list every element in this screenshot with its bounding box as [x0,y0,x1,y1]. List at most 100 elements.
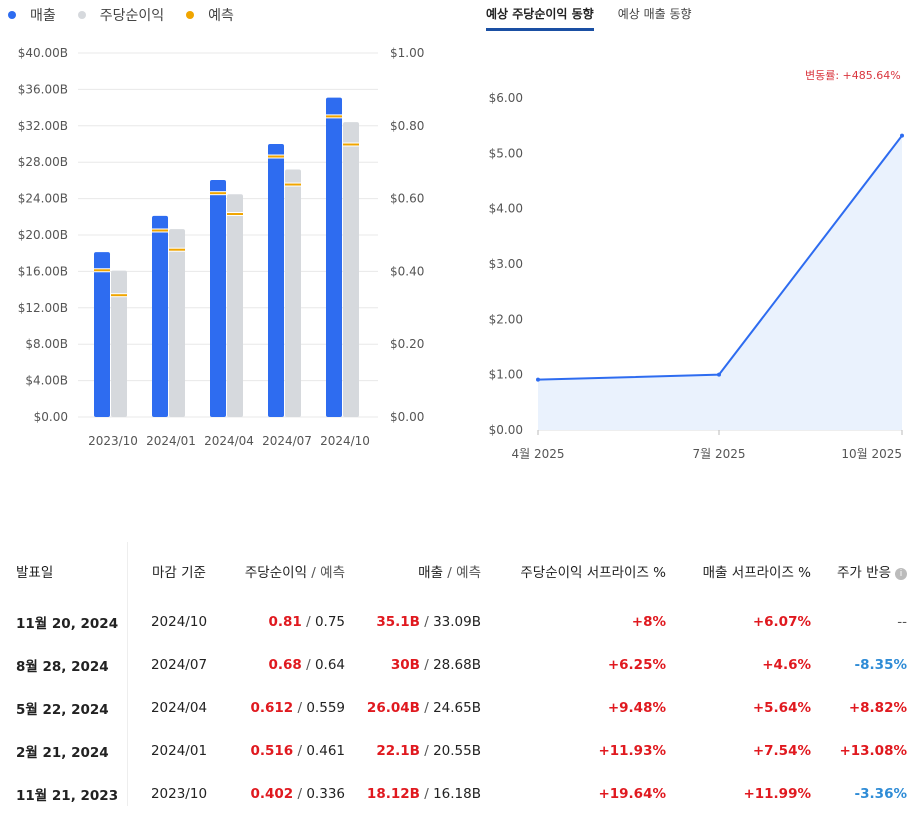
row-date: 11월 21, 2023 [16,787,119,804]
row-revenue: 30B / 28.68B [352,643,489,686]
row-rev-forecast: 16.18B [433,785,481,802]
header-price-label: 주가 반응 [837,565,891,581]
eps-bar [285,169,301,417]
revenue-bar [326,97,342,417]
row-eps-actual: 0.516 [250,742,294,759]
revenue-bar [210,180,226,417]
legend-eps-label: 주당순이익 [99,8,165,24]
x-axis-tick: 10월 2025 [841,447,902,461]
row-revenue: 35.1B / 33.09B [352,600,489,643]
row-date: 2월 21, 2024 [16,744,109,761]
header-period[interactable]: 마감 기준 [152,565,206,581]
x-axis-tick: 2024/01 [146,434,196,448]
eps-bar [343,122,359,417]
row-sep: / [306,656,311,673]
x-axis-tick: 2024/04 [204,434,254,448]
header-date[interactable]: 발표일 [16,565,54,581]
y-axis-tick: $6.00 [489,91,523,105]
row-period: 2024/04 [150,699,208,716]
x-axis-tick: 2024/07 [262,434,312,448]
right-axis-tick: $0.40 [390,264,424,278]
row-date: 11월 20, 2024 [16,615,119,632]
row-eps: 0.68 / 0.64 [229,643,352,686]
forecast-tabs: 예상 주당순이익 동향 예상 매출 동향 [486,5,716,31]
row-eps-actual: 0.612 [250,699,294,716]
table-row: 2월 21, 2024 2024/01 0.516 / 0.461 22.1B … [0,729,921,772]
right-axis-tick: $0.80 [390,119,424,133]
row-revenue-surprise: +11.99% [743,785,811,802]
eps-forecast-marker [111,294,127,297]
y-axis-tick: $4.00 [489,202,523,216]
eps-forecast-marker [227,213,243,216]
header-eps[interactable]: 주당순이익 / 예측 [229,542,352,600]
header-revenue[interactable]: 매출 / 예측 [352,542,489,600]
table-row: 11월 20, 2024 2024/10 0.81 / 0.75 35.1B /… [0,600,921,643]
revenue-forecast-marker [94,269,110,272]
row-revenue: 26.04B / 24.65B [352,686,489,729]
row-period: 2024/07 [150,656,208,673]
legend-revenue-label: 매출 [30,8,56,24]
row-eps-surprise: +11.93% [598,742,666,759]
row-price-reaction: -3.36% [854,785,907,802]
right-axis-tick: $0.00 [390,410,424,424]
row-sep: / [424,656,429,673]
header-price-reaction[interactable]: 주가 반응 i [819,542,921,600]
row-rev-actual: 22.1B [376,742,420,759]
info-icon[interactable]: i [895,568,907,580]
row-rev-forecast: 20.55B [433,742,481,759]
legend-forecast[interactable]: 예측 [186,5,234,25]
left-axis-tick: $40.00B [18,46,68,60]
row-eps-surprise: +9.48% [607,699,666,716]
row-sep: / [297,785,303,802]
row-sep: / [424,613,429,630]
legend-revenue[interactable]: 매출 [8,5,56,25]
left-axis-tick: $8.00B [25,337,68,351]
left-axis-tick: $24.00B [18,192,68,206]
header-eps-actual: 주당순이익 [244,565,307,581]
table-row: 11월 21, 2023 2023/10 0.402 / 0.336 18.12… [0,772,921,815]
revenue-bar [94,252,110,417]
forecast-point [536,377,540,382]
row-eps-surprise: +8% [631,613,666,630]
y-axis-tick: $5.00 [489,146,523,160]
eps-forecast-marker [169,248,185,251]
row-eps: 0.516 / 0.461 [229,729,352,772]
tab-revenue-forecast[interactable]: 예상 매출 동향 [617,7,692,21]
forecast-dot-icon [186,11,195,19]
header-revenue-surprise[interactable]: 매출 서프라이즈 % [702,565,811,581]
eps-forecast-marker [343,143,359,146]
header-eps-surprise[interactable]: 주당순이익 서프라이즈 % [520,565,666,581]
row-sep: / [297,742,303,759]
row-rev-forecast: 33.09B [433,613,481,630]
chart-legend: 매출 주당순이익 예측 [8,5,256,25]
eps-forecast-area-chart: $0.00 $1.00 $2.00 $3.00 $4.00 $5.00 $6.00 4월 20… [489,91,904,461]
row-period: 2024/10 [150,613,208,630]
row-sep: / [306,613,311,630]
row-eps-actual: 0.68 [268,656,302,673]
header-sep: / [447,565,452,581]
revenue-bar [268,144,284,417]
header-sep: / [311,565,316,581]
eps-bar [227,194,243,417]
tab-eps-forecast[interactable]: 예상 주당순이익 동향 [486,5,594,31]
row-date: 8월 28, 2024 [16,658,109,675]
legend-eps[interactable]: 주당순이익 [77,5,165,25]
row-revenue-surprise: +6.07% [752,613,811,630]
header-eps-forecast: 예측 [320,565,345,581]
y-axis-tick: $2.00 [489,312,523,326]
left-axis-tick: $32.00B [18,119,68,133]
earnings-table: 발표일 마감 기준 주당순이익 / 예측 매출 / 예측 주당순이익 서프라이즈… [0,542,921,815]
row-revenue-surprise: +7.54% [752,742,811,759]
row-revenue: 18.12B / 16.18B [352,772,489,815]
row-eps-surprise: +6.25% [607,656,666,673]
row-eps: 0.81 / 0.75 [229,600,352,643]
table-row: 5월 22, 2024 2024/04 0.612 / 0.559 26.04B… [0,686,921,729]
row-eps-actual: 0.402 [250,785,294,802]
table-header-row: 발표일 마감 기준 주당순이익 / 예측 매출 / 예측 주당순이익 서프라이즈… [0,542,921,600]
eps-bar [169,229,185,417]
left-axis-tick: $16.00B [18,264,68,278]
eps-bar [111,270,127,417]
earnings-bar-chart: $0.00 $4.00B $8.00B $12.00B $16.00B $20.00B $2… [18,46,425,448]
row-period: 2023/10 [150,785,208,802]
row-eps-forecast: 0.559 [306,699,345,716]
